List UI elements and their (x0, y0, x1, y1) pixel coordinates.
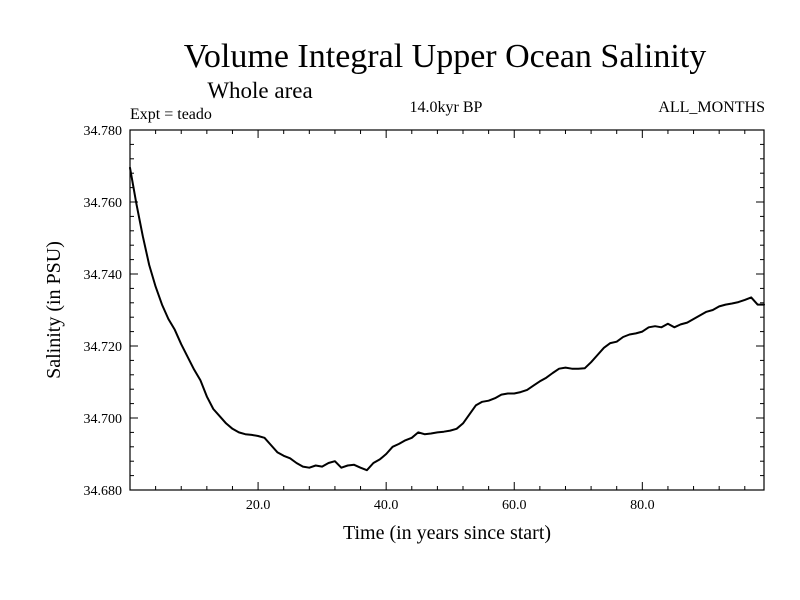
x-tick-label: 40.0 (374, 498, 399, 513)
annotation-period: 14.0kyr BP (410, 99, 483, 116)
salinity-series-line (129, 166, 765, 472)
chart-title: Volume Integral Upper Ocean Salinity (184, 38, 706, 75)
y-tick-labels: 34.680 34.700 34.720 34.740 34.760 34.780 (84, 124, 123, 499)
annotation-experiment: Expt = teado (130, 106, 212, 123)
y-tick-label: 34.740 (84, 268, 123, 283)
y-tick-label: 34.700 (84, 412, 123, 427)
y-tick-label: 34.720 (84, 340, 123, 355)
x-axis-label: Time (in years since start) (343, 522, 551, 544)
y-tick-label: 34.680 (84, 484, 123, 499)
x-tick-label: 20.0 (246, 498, 271, 513)
x-tick-labels: 20.0 40.0 60.0 80.0 (246, 498, 655, 513)
chart-subtitle: Whole area (207, 78, 312, 103)
y-tick-label: 34.760 (84, 196, 123, 211)
x-tick-label: 80.0 (630, 498, 655, 513)
plot-frame (129, 129, 765, 491)
x-tick-label: 60.0 (502, 498, 527, 513)
y-tick-label: 34.780 (84, 124, 123, 139)
y-axis-label: Salinity (in PSU) (43, 241, 65, 379)
axis-ticks (130, 129, 764, 491)
annotation-months: ALL_MONTHS (658, 99, 765, 116)
